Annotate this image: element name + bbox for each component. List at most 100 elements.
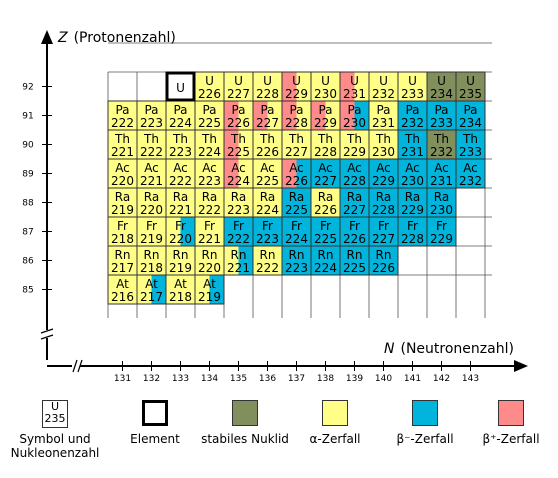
cell-mass: 233 <box>459 145 482 159</box>
cell-symbol: U <box>408 74 417 88</box>
legend-key-label: Symbol und Nukleonenzahl <box>0 432 110 460</box>
cell-symbol: Fr <box>407 219 418 233</box>
cell-symbol: Ra <box>318 190 333 204</box>
cell-bg <box>194 187 225 218</box>
y-tick-label: 92 <box>22 83 33 93</box>
cell-bg <box>194 71 225 102</box>
cell-bg <box>165 129 196 160</box>
cell-symbol: Ra <box>347 190 362 204</box>
cell-symbol: Rn <box>347 248 363 262</box>
cell-symbol: Fr <box>175 219 186 233</box>
cell-mass: 224 <box>314 261 337 275</box>
cell-mass: 235 <box>459 87 482 101</box>
cell-bg <box>194 158 225 189</box>
cell-mass: 221 <box>227 261 250 275</box>
cell-mass: 227 <box>314 174 337 188</box>
y-axis-break-icon <box>40 328 54 340</box>
cell-symbol: Pa <box>376 103 390 117</box>
legend-key-label-line2: Nukleonenzahl <box>10 446 100 460</box>
cell-bg <box>223 216 254 247</box>
cell-symbol: Ra <box>376 190 391 204</box>
cell-symbol: Th <box>404 132 420 146</box>
cell-bg-primary <box>224 101 239 130</box>
cell-symbol: U <box>205 74 214 88</box>
x-tick-label: 143 <box>462 374 479 384</box>
cell-bg <box>455 71 486 102</box>
cell-symbol: Th <box>230 132 246 146</box>
legend-beta-plus-label: β⁺-Zerfall <box>482 432 540 446</box>
cell-bg <box>310 71 341 102</box>
cell-mass: 225 <box>343 261 366 275</box>
cell-symbol: Pa <box>405 103 419 117</box>
cell-mass: 222 <box>256 261 279 275</box>
legend-stable-label: stabiles Nuklid <box>201 432 289 446</box>
cell-bg <box>339 158 370 189</box>
cell-bg-primary <box>340 72 355 101</box>
legend-alpha-item: α-Zerfall <box>290 400 380 446</box>
cell-symbol: U <box>263 74 272 88</box>
cell-mass: 224 <box>198 145 221 159</box>
cell-mass: 224 <box>256 203 279 217</box>
cell-bg-primary <box>253 101 268 130</box>
cell-bg <box>368 158 399 189</box>
cell-bg-primary <box>282 72 297 101</box>
y-tick-label: 88 <box>22 199 34 209</box>
cell-bg-primary <box>224 159 239 188</box>
cell-symbol: U <box>234 74 243 88</box>
cell-bg <box>136 158 167 189</box>
legend-element-label: Element <box>130 432 180 446</box>
x-tick-label: 141 <box>404 374 421 384</box>
cell-symbol: Ac <box>463 161 478 175</box>
cell-symbol: Ra <box>144 190 159 204</box>
y-axis-arrow-icon <box>41 30 53 44</box>
cell-symbol: Pa <box>289 103 303 117</box>
cell-symbol: Fr <box>117 219 128 233</box>
cell-mass: 223 <box>227 203 250 217</box>
cell-mass: 232 <box>459 174 482 188</box>
cell-bg <box>455 100 486 131</box>
legend-beta-minus-swatch <box>412 400 438 426</box>
axes: Z (Protonenzahl) N (Neutronenzahl) <box>40 30 528 374</box>
cell-mass: 225 <box>285 203 308 217</box>
cell-mass: 225 <box>227 145 250 159</box>
cell-bg <box>281 129 312 160</box>
cell-mass: 223 <box>256 232 279 246</box>
cell-mass: 230 <box>314 87 337 101</box>
cell-symbol: Ra <box>289 190 304 204</box>
cell-mass: 220 <box>198 261 221 275</box>
cell-mass: 224 <box>169 116 192 130</box>
legend-stable-swatch <box>232 400 258 426</box>
cell-mass: 228 <box>401 232 424 246</box>
x-tick-label: 138 <box>317 374 334 384</box>
cell-symbol: Ra <box>434 190 449 204</box>
cell-symbol: Fr <box>204 219 215 233</box>
cell-mass: 234 <box>430 87 453 101</box>
cell-symbol: Rn <box>115 248 131 262</box>
cell-symbol: Fr <box>320 219 331 233</box>
cell-mass: 231 <box>430 174 453 188</box>
